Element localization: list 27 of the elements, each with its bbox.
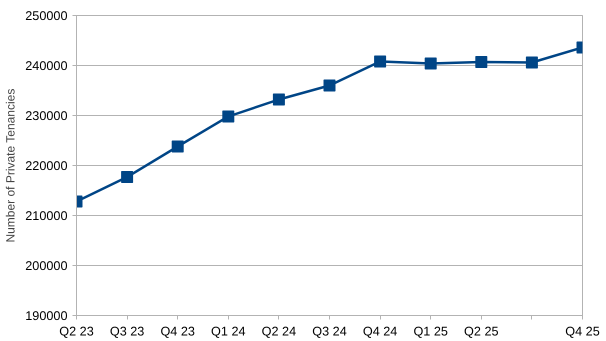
- y-axis-title: Number of Private Tenancies: [3, 88, 18, 243]
- y-tick-label: 190000: [25, 309, 68, 323]
- x-tick-label: Q4 25: [565, 324, 600, 338]
- point: [172, 140, 184, 152]
- y-tick-label: 220000: [25, 159, 68, 173]
- y-tick-label: 240000: [25, 59, 68, 73]
- y-tick-label: 250000: [25, 9, 68, 23]
- x-tick-label: Q3 23: [110, 324, 144, 338]
- x-tick-label: Q2 24: [262, 324, 296, 338]
- point: [121, 171, 134, 183]
- x-tick-label: Q2 23: [59, 324, 94, 338]
- point: [272, 94, 285, 106]
- y-tick-label: 230000: [25, 109, 68, 123]
- x-tick-label: Q4 23: [160, 324, 195, 338]
- x-tick-label: Q2 25: [464, 324, 499, 338]
- x-tick-label: Q4 24: [362, 324, 398, 338]
- x-tick-label: Q1 24: [211, 324, 246, 338]
- point: [222, 110, 234, 122]
- point: [475, 56, 488, 68]
- point: [374, 56, 386, 68]
- point: [424, 58, 437, 70]
- y-tick-label: 200000: [25, 259, 68, 273]
- x-tick-label: Q1 25: [413, 324, 448, 338]
- x-tick-label: Q3 24: [312, 324, 347, 338]
- point: [324, 80, 336, 92]
- y-tick-label: 210000: [25, 209, 68, 223]
- point: [526, 56, 538, 68]
